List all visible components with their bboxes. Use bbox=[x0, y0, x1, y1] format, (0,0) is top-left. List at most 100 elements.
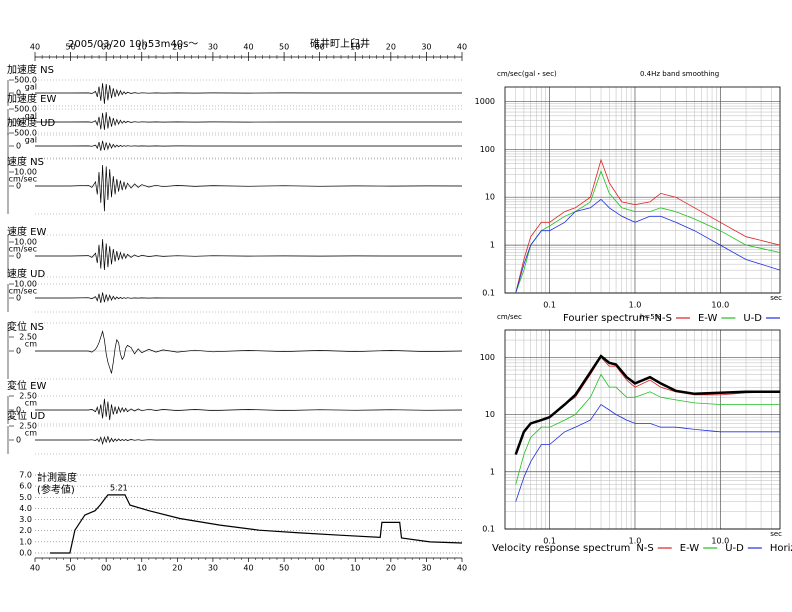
trace-unit: cm/sec bbox=[9, 287, 37, 296]
amp-tick-label: 500.0 bbox=[14, 76, 37, 85]
y-tick-label: 5.0 bbox=[19, 493, 32, 502]
spectrum-line bbox=[515, 198, 781, 294]
amp-tick-label: 500.0 bbox=[14, 129, 37, 138]
amp-tick-label: 0 bbox=[16, 347, 21, 356]
x-tick-label: 30 bbox=[421, 564, 431, 573]
legend-label: N-S bbox=[655, 313, 672, 324]
amp-tick-label: 10.00 bbox=[14, 238, 37, 247]
amp-tick-label: 2.50 bbox=[19, 422, 37, 431]
chart-subtitle: (参考値) bbox=[37, 483, 75, 496]
time-tick-label: 30 bbox=[208, 43, 218, 52]
legend-title: Fourier spectrum bbox=[563, 313, 649, 324]
amp-tick-label: 0 bbox=[16, 294, 21, 303]
spectrum-line bbox=[515, 373, 780, 485]
x-tick-label: 00 bbox=[101, 564, 111, 573]
time-tick-label: 30 bbox=[421, 43, 431, 52]
trace-label: 変位 NS bbox=[7, 320, 44, 333]
y-tick-label: 0.1 bbox=[482, 525, 495, 534]
trace-label: 変位 EW bbox=[7, 379, 46, 392]
x-axis-label: sec bbox=[770, 294, 782, 302]
trace-label: 速度 EW bbox=[7, 225, 46, 238]
y-tick-label: 10 bbox=[485, 193, 495, 202]
trace-unit: cm bbox=[25, 399, 37, 408]
time-tick-label: 40 bbox=[243, 43, 253, 52]
waveform-trace bbox=[35, 112, 462, 130]
x-tick-label: 10 bbox=[350, 564, 360, 573]
waveform-trace bbox=[35, 164, 463, 212]
y-tick-label: 3.0 bbox=[19, 515, 32, 524]
waveform-trace bbox=[35, 292, 462, 303]
time-tick-label: 40 bbox=[30, 43, 40, 52]
trace-unit: gal bbox=[25, 83, 37, 92]
waveform-trace bbox=[35, 435, 462, 446]
x-tick-label: 0.1 bbox=[543, 537, 556, 546]
time-tick-label: 50 bbox=[279, 43, 289, 52]
plot-frame bbox=[504, 329, 781, 530]
y-tick-label: 0.1 bbox=[482, 289, 495, 298]
y-tick-label: 1 bbox=[490, 241, 495, 250]
trace-label: 速度 NS bbox=[7, 155, 44, 168]
amp-tick-label: 10.00 bbox=[14, 168, 37, 177]
record-datetime: 2005/03/20 10h53m40s～ bbox=[68, 39, 198, 50]
waveform-trace bbox=[35, 83, 462, 104]
amp-tick-label: 2.50 bbox=[19, 333, 37, 342]
legend-label: U-D bbox=[725, 543, 744, 554]
chart-title: 計測震度 bbox=[37, 471, 77, 484]
trace-unit: cm bbox=[25, 429, 37, 438]
x-tick-label: 20 bbox=[172, 564, 182, 573]
trace-unit: gal bbox=[25, 112, 37, 121]
time-tick-label: 00 bbox=[101, 43, 111, 52]
time-tick-label: 50 bbox=[65, 43, 75, 52]
spectrum-line bbox=[515, 158, 781, 294]
spectrum-line bbox=[515, 170, 781, 294]
trace-label: 加速度 NS bbox=[7, 63, 54, 76]
y-tick-label: 0.0 bbox=[19, 549, 32, 558]
x-axis-label: sec bbox=[770, 530, 782, 538]
trace-label: 加速度 UD bbox=[7, 116, 55, 129]
legend-title: Velocity response spectrum bbox=[492, 543, 630, 554]
y-tick-label: 6.0 bbox=[19, 482, 32, 491]
x-tick-label: 10.0 bbox=[711, 537, 729, 546]
legend-label: Horizon bbox=[770, 543, 792, 554]
chart-subtitle: h=5% bbox=[640, 313, 662, 321]
x-tick-label: 30 bbox=[208, 564, 218, 573]
legend-label: E-W bbox=[680, 543, 700, 554]
waveform-trace bbox=[35, 239, 462, 271]
amp-tick-label: 0 bbox=[16, 142, 21, 151]
legend-label: E-W bbox=[698, 313, 718, 324]
y-tick-label: 100 bbox=[480, 353, 495, 362]
x-tick-label: 1.0 bbox=[629, 537, 642, 546]
legend-label: N-S bbox=[636, 543, 653, 554]
trace-unit: gal bbox=[25, 136, 37, 145]
chart-subtitle: 0.4Hz band smoothing bbox=[640, 70, 719, 78]
trace-unit: cm bbox=[25, 340, 37, 349]
x-tick-label: 00 bbox=[315, 564, 325, 573]
amp-tick-label: 0 bbox=[16, 89, 21, 98]
amp-tick-label: 500.0 bbox=[14, 105, 37, 114]
amp-tick-label: 2.50 bbox=[19, 392, 37, 401]
spectrum-line bbox=[515, 403, 780, 502]
y-tick-label: 7.0 bbox=[19, 471, 32, 480]
amp-tick-label: 0 bbox=[16, 182, 21, 191]
x-tick-label: 40 bbox=[243, 564, 253, 573]
y-tick-label: 10 bbox=[485, 410, 495, 419]
y-tick-label: 4.0 bbox=[19, 504, 32, 513]
y-tick-label: 1.0 bbox=[19, 537, 32, 546]
y-tick-label: 100 bbox=[480, 145, 495, 154]
x-tick-label: 40 bbox=[30, 564, 40, 573]
trace-unit: cm/sec bbox=[9, 175, 37, 184]
y-tick-label: 1 bbox=[490, 467, 495, 476]
waveform-trace bbox=[35, 140, 462, 151]
time-tick-label: 20 bbox=[386, 43, 396, 52]
amp-tick-label: 0 bbox=[16, 436, 21, 445]
time-tick-label: 40 bbox=[457, 43, 467, 52]
time-tick-label: 00 bbox=[315, 43, 325, 52]
station-name: 碓井町上臼井 bbox=[310, 37, 370, 50]
x-tick-label: 20 bbox=[386, 564, 396, 573]
legend-label: U-D bbox=[743, 313, 762, 324]
x-tick-label: 1.0 bbox=[629, 301, 642, 310]
x-tick-label: 10 bbox=[137, 564, 147, 573]
y-tick-label: 2.0 bbox=[19, 526, 32, 535]
y-axis-label: cm/sec(gal・sec) bbox=[497, 70, 557, 78]
